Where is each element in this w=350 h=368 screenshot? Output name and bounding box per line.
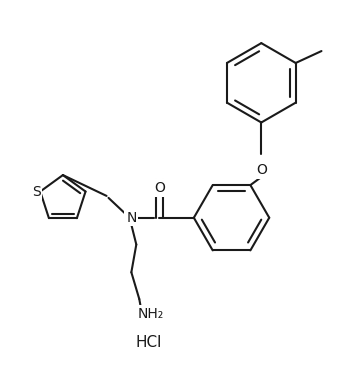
Text: HCl: HCl [135,335,161,350]
Text: O: O [256,163,267,177]
Text: N: N [126,211,136,225]
Text: NH₂: NH₂ [138,307,164,321]
Text: O: O [155,181,166,195]
Text: S: S [32,184,41,198]
